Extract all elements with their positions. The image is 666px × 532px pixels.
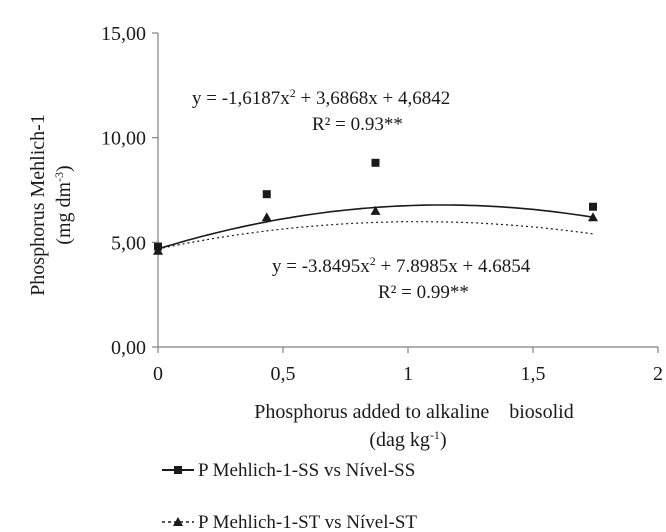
plot-area	[153, 33, 658, 348]
y-axis-unit: (mg dm-3)	[52, 165, 75, 244]
equation-st: y = -3.8495x2 + 7.8985x + 4.6854	[272, 254, 531, 277]
data-point-st	[261, 212, 272, 222]
x-axis-label: Phosphorus added to alkaline biosolid	[254, 401, 573, 423]
r2-st: R² = 0.99**	[378, 282, 469, 303]
data-point-ss	[371, 158, 380, 167]
data-point-st	[588, 212, 598, 222]
equation-ss: y = -1,6187x2 + 3,6868x + 4,6842	[192, 86, 450, 109]
x-axis-unit: (dag kg-1)	[369, 428, 446, 451]
x-tick-label: 0,5	[271, 363, 296, 385]
y-axis-label: Phosphorus Mehlich-1	[27, 114, 49, 296]
legend-label-ss: P Mehlich-1-SS vs Nível-SS	[198, 460, 415, 481]
legend-marker-triangle-icon	[173, 517, 183, 526]
y-tick-label: 15,00	[101, 23, 146, 45]
data-point-st	[153, 245, 163, 255]
legend-marker-square-icon	[174, 466, 182, 474]
x-tick-label: 0	[153, 363, 163, 385]
y-axis-ticks: 0,00 5,00 10,00 15,00	[101, 23, 158, 359]
legend-item-ss: P Mehlich-1-SS vs Nível-SS	[162, 460, 415, 481]
trendline-st	[157, 221, 594, 250]
legend-item-st: P Mehlich-1-ST vs Nível-ST	[162, 512, 417, 532]
x-tick-label: 1,5	[521, 363, 546, 385]
data-point-ss	[262, 190, 271, 199]
x-tick-label: 2	[653, 363, 663, 385]
y-tick-label: 10,00	[101, 128, 146, 150]
y-tick-label: 0,00	[111, 337, 146, 359]
x-tick-label: 1	[403, 363, 413, 385]
x-axis-ticks: 0 0,5 1 1,5 2	[153, 347, 663, 385]
data-point-st	[370, 205, 381, 215]
legend-label-st: P Mehlich-1-ST vs Nível-ST	[198, 512, 417, 532]
data-point-ss	[589, 202, 597, 211]
y-tick-label: 5,00	[111, 232, 146, 254]
legend: P Mehlich-1-SS vs Nível-SS P Mehlich-1-S…	[162, 460, 417, 532]
r2-ss: R² = 0.93**	[312, 114, 403, 135]
